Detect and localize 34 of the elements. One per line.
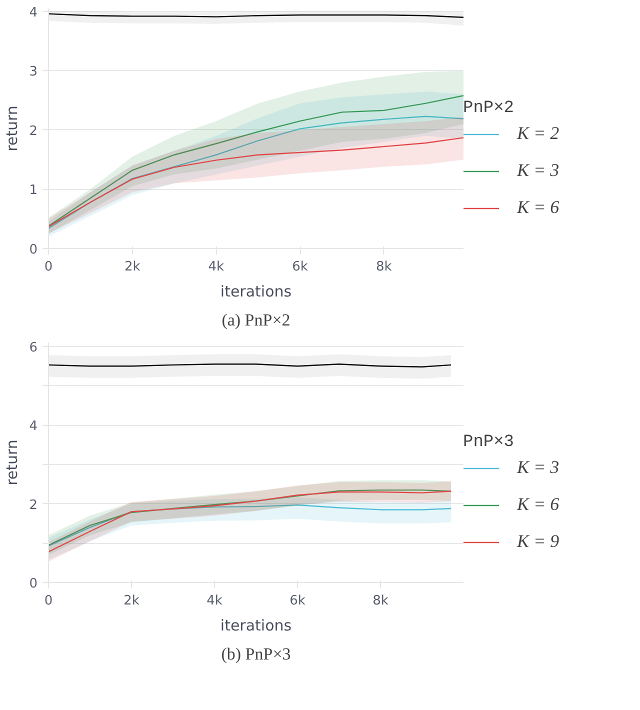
y-tick-label: 0 [29, 242, 38, 258]
y-tick-label: 1 [29, 183, 38, 198]
legend-label: K = 2 [517, 123, 560, 144]
x-axis-title: iterations [220, 282, 292, 300]
legend-label: K = 3 [517, 160, 560, 181]
legend-title: PnP×2 [463, 99, 516, 118]
legend-label: K = 6 [517, 494, 560, 515]
y-tick-label: 4 [29, 419, 38, 434]
y-tick-label: 6 [29, 340, 38, 356]
legend-label: K = 9 [517, 531, 560, 552]
legend-label: K = 3 [517, 457, 560, 478]
y-axis-title: return [3, 106, 22, 152]
line-series [48, 137, 464, 228]
y-tick-label: 2 [29, 498, 38, 513]
text: (b) PnP×3 [221, 644, 291, 664]
y-tick-label: 4 [29, 5, 38, 20]
x-tick-label: 0 [44, 260, 53, 274]
y-tick-label: 3 [29, 64, 38, 80]
x-tick-label: 4k [208, 260, 225, 274]
y-tick-label: 0 [29, 576, 38, 592]
x-axis-title: iterations [220, 616, 292, 634]
x-tick-label: 6k [290, 594, 306, 608]
legend-title: PnP×3 [463, 433, 516, 452]
x-tick-label: 0 [44, 594, 53, 608]
x-tick-label: 2k [124, 594, 140, 608]
legend-label: K = 6 [517, 197, 560, 218]
x-tick-label: 2k [124, 260, 141, 274]
x-tick-label: 6k [292, 260, 308, 274]
text: (a) PnP×2 [222, 310, 290, 330]
y-tick-label: 2 [29, 124, 38, 139]
x-tick-label: 8k [376, 260, 392, 274]
y-axis-title: return [3, 440, 22, 486]
x-tick-label: 8k [372, 594, 389, 608]
x-tick-label: 4k [206, 594, 223, 608]
